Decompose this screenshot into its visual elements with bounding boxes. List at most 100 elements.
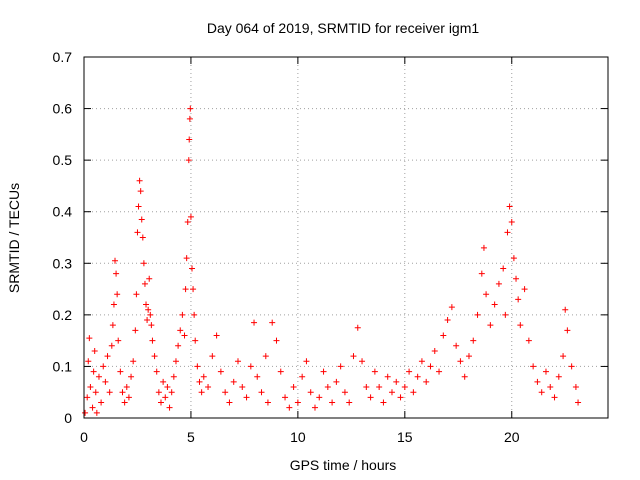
chart-title: Day 064 of 2019, SRMTID for receiver igm… <box>207 20 480 36</box>
data-point <box>100 363 107 370</box>
data-point <box>187 213 194 220</box>
data-point <box>324 384 331 391</box>
data-point <box>264 399 271 406</box>
data-point <box>110 301 117 308</box>
data-point <box>166 404 173 411</box>
data-point <box>145 306 152 313</box>
data-point <box>350 353 357 360</box>
data-point <box>555 373 562 380</box>
data-point <box>84 394 91 401</box>
data-point <box>123 384 130 391</box>
data-point <box>547 384 554 391</box>
y-tick-label: 0.3 <box>53 255 73 271</box>
data-point <box>194 363 201 370</box>
x-tick-label: 0 <box>80 429 88 445</box>
data-point <box>410 389 417 396</box>
data-point <box>371 368 378 375</box>
data-point <box>160 378 167 385</box>
data-point <box>143 301 150 308</box>
data-point <box>483 291 490 298</box>
data-point <box>380 399 387 406</box>
data-point <box>95 373 102 380</box>
data-point <box>562 306 569 313</box>
data-point <box>141 280 148 287</box>
data-point <box>367 394 374 401</box>
data-point <box>359 358 366 365</box>
data-point <box>427 363 434 370</box>
y-axis-label: SRMTID / TECUs <box>6 183 22 293</box>
data-point <box>234 358 241 365</box>
data-point <box>226 399 233 406</box>
data-point <box>89 404 96 411</box>
data-point <box>243 394 250 401</box>
data-point <box>542 368 549 375</box>
data-point <box>502 311 509 318</box>
data-point <box>470 337 477 344</box>
data-point <box>247 363 254 370</box>
data-point <box>91 347 98 354</box>
data-point <box>213 332 220 339</box>
data-point <box>393 378 400 385</box>
data-point <box>113 270 120 277</box>
data-point <box>189 265 196 272</box>
y-tick-label: 0.7 <box>53 49 73 65</box>
data-point <box>114 291 121 298</box>
data-point <box>491 301 498 308</box>
data-point <box>480 244 487 251</box>
data-point <box>146 275 153 282</box>
data-point <box>513 275 520 282</box>
data-point <box>109 322 116 329</box>
data-point <box>179 311 186 318</box>
data-point <box>132 327 139 334</box>
data-point <box>440 332 447 339</box>
data-point <box>457 358 464 365</box>
data-point <box>363 384 370 391</box>
y-tick-label: 0.6 <box>53 101 73 117</box>
data-point <box>119 389 126 396</box>
data-point <box>444 317 451 324</box>
data-point <box>230 378 237 385</box>
data-point <box>82 409 89 416</box>
y-tick-label: 0 <box>64 410 72 426</box>
data-point <box>86 335 93 342</box>
data-point <box>153 368 160 375</box>
data-point <box>329 399 336 406</box>
data-point <box>125 394 132 401</box>
data-point <box>431 347 438 354</box>
data-point <box>333 378 340 385</box>
data-point <box>575 399 582 406</box>
data-point <box>182 286 189 293</box>
data-point <box>461 373 468 380</box>
data-point <box>209 353 216 360</box>
data-point <box>376 384 383 391</box>
data-point <box>137 188 144 195</box>
data-point <box>303 358 310 365</box>
data-point <box>162 394 169 401</box>
data-point <box>186 136 193 143</box>
data-point <box>401 384 408 391</box>
data-point <box>508 219 515 226</box>
data-point <box>187 105 194 112</box>
data-point <box>104 353 111 360</box>
data-point <box>177 327 184 334</box>
data-point <box>106 389 113 396</box>
data-point <box>388 389 395 396</box>
data-point <box>418 358 425 365</box>
data-point <box>273 337 280 344</box>
data-point <box>181 332 188 339</box>
data-point <box>191 311 198 318</box>
data-point <box>93 409 100 416</box>
data-point <box>474 311 481 318</box>
data-point <box>136 177 143 184</box>
data-point <box>568 363 575 370</box>
data-point <box>316 394 323 401</box>
data-point <box>85 358 92 365</box>
data-point <box>397 394 404 401</box>
axis-ticks <box>83 56 608 419</box>
y-tick-label: 0.2 <box>53 307 73 323</box>
data-point <box>453 342 460 349</box>
data-point <box>185 157 192 164</box>
data-point <box>277 368 284 375</box>
data-point <box>170 373 177 380</box>
x-tick-labels: 0 5 10 15 20 <box>80 429 520 445</box>
